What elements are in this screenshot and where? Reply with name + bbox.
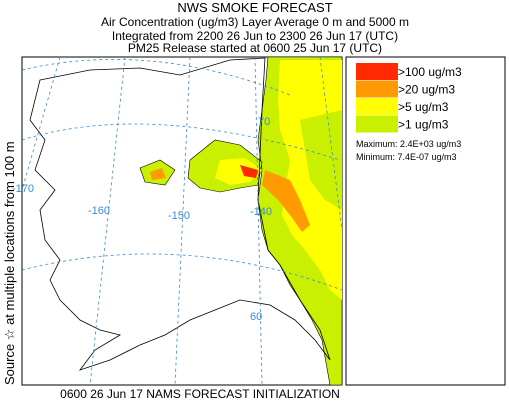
title: NWS SMOKE FORECAST xyxy=(177,0,332,15)
graticule-label: -150 xyxy=(168,210,190,222)
legend-label: >100 ug/m3 xyxy=(398,65,462,79)
map-frame: -170 -160 -150 -140 60 70 xyxy=(12,56,343,386)
graticule-label: -160 xyxy=(88,205,110,217)
graticule-label: -140 xyxy=(250,206,272,218)
legend-swatch xyxy=(356,63,398,80)
graticule-label: 60 xyxy=(250,311,262,323)
legend-swatch xyxy=(356,98,398,115)
maximum: Maximum: 2.4E+03 ug/m3 xyxy=(356,139,461,149)
subtitle: PM25 Release started at 0600 25 Jun 17 (… xyxy=(128,41,382,55)
legend-label: >20 ug/m3 xyxy=(398,83,455,97)
legend-swatch xyxy=(356,115,398,133)
graticule-label: 70 xyxy=(258,116,270,128)
graticule-label: -170 xyxy=(12,183,34,195)
footer: 0600 26 Jun 17 NAMS FORECAST INITIALIZAT… xyxy=(60,387,340,401)
legend: >100 ug/m3 >20 ug/m3 >5 ug/m3 >1 ug/m3 xyxy=(356,63,462,133)
subtitle: Air Concentration (ug/m3) Layer Average … xyxy=(101,15,409,29)
legend-label: >5 ug/m3 xyxy=(398,100,449,114)
legend-swatch xyxy=(356,80,398,98)
legend-label: >1 ug/m3 xyxy=(398,118,449,132)
subtitle: Integrated from 2200 26 Jun to 2300 26 J… xyxy=(112,29,398,43)
side-label: Source ☆ at multiple locations from 100 … xyxy=(2,141,17,385)
minimum: Minimum: 7.4E-07 ug/m3 xyxy=(356,152,457,162)
